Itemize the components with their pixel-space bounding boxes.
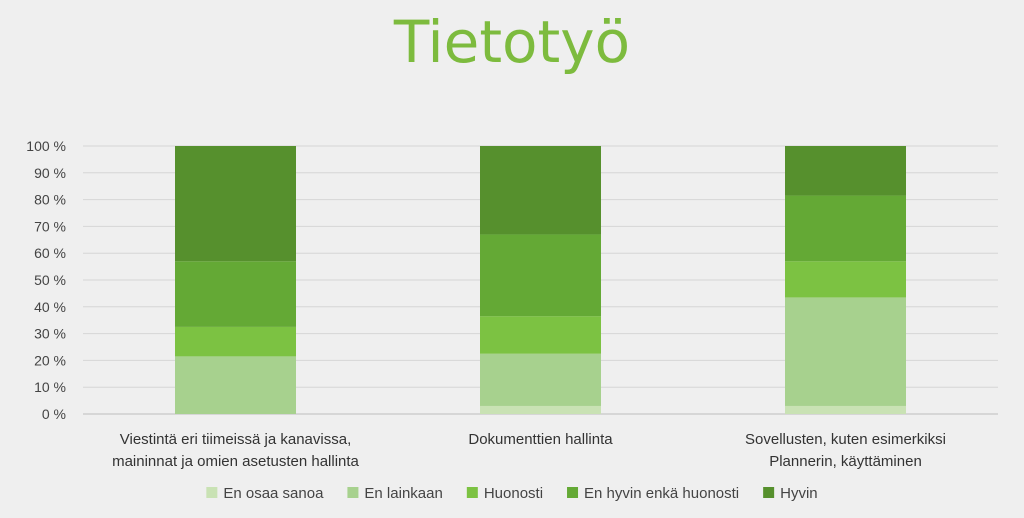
bar-segment bbox=[785, 195, 906, 262]
bar-segment bbox=[480, 146, 601, 235]
bar-segment bbox=[480, 234, 601, 317]
y-tick-label: 0 % bbox=[42, 406, 66, 422]
bars bbox=[175, 146, 906, 414]
chart-title: Tietotyö bbox=[393, 8, 630, 76]
y-tick-label: 70 % bbox=[34, 218, 66, 234]
bar-segment bbox=[175, 261, 296, 327]
legend-label: En lainkaan bbox=[364, 485, 442, 502]
bar-segment bbox=[175, 356, 296, 414]
legend: En osaa sanoa En lainkaan Huonosti En hyvin… bbox=[206, 485, 818, 502]
bar-segment bbox=[480, 316, 601, 354]
y-tick-label: 50 % bbox=[34, 272, 66, 288]
legend-swatch bbox=[206, 487, 218, 498]
bar-segment bbox=[785, 261, 906, 298]
legend-swatch bbox=[466, 487, 478, 498]
y-tick-label: 30 % bbox=[34, 326, 66, 342]
legend-label: En osaa sanoa bbox=[223, 485, 324, 502]
y-tick-label: 10 % bbox=[34, 379, 66, 395]
y-tick-label: 40 % bbox=[34, 299, 66, 315]
bar-segment bbox=[175, 326, 296, 357]
y-tick-label: 90 % bbox=[34, 165, 66, 181]
x-tick-label: Plannerin, käyttäminen bbox=[769, 453, 922, 470]
y-axis: 0 % 10 % 20 % 30 % 40 % 50 % 60 % 70 % 80 % 90 % 1… bbox=[26, 138, 66, 422]
x-tick-label: Dokumenttien hallinta bbox=[468, 431, 613, 448]
y-tick-label: 20 % bbox=[34, 352, 66, 368]
x-tick-label: Sovellusten, kuten esimerkiksi bbox=[745, 431, 946, 448]
bar-segment bbox=[480, 405, 601, 414]
legend-swatch bbox=[347, 487, 359, 498]
bar-segment bbox=[175, 146, 296, 262]
legend-swatch bbox=[567, 487, 579, 498]
legend-label: En hyvin enkä huonosti bbox=[584, 485, 739, 502]
bar-segment bbox=[480, 353, 601, 406]
y-tick-label: 100 % bbox=[26, 138, 66, 154]
x-tick-label: maininnat ja omien asetusten hallinta bbox=[112, 453, 359, 470]
y-tick-label: 80 % bbox=[34, 192, 66, 208]
bar-segment bbox=[785, 405, 906, 414]
bar-segment bbox=[785, 297, 906, 406]
legend-swatch bbox=[763, 487, 775, 498]
y-tick-label: 60 % bbox=[34, 245, 66, 261]
bar-segment bbox=[785, 146, 906, 196]
legend-label: Huonosti bbox=[484, 485, 543, 502]
x-axis: Viestintä eri tiimeissä ja kanavissa, mai… bbox=[112, 431, 946, 470]
legend-label: Hyvin bbox=[780, 485, 818, 502]
x-tick-label: Viestintä eri tiimeissä ja kanavissa, bbox=[120, 431, 352, 448]
